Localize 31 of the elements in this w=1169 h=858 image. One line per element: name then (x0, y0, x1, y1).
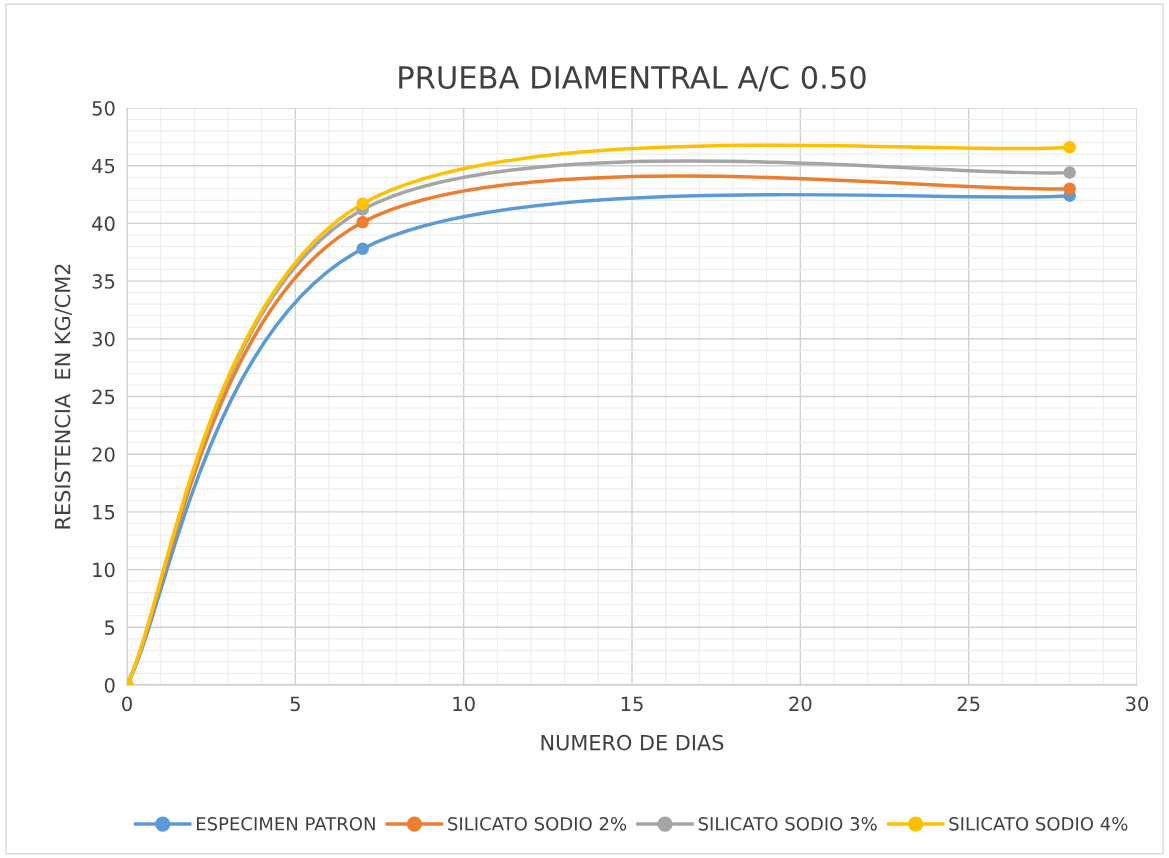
y-tick-label: 45 (92, 158, 115, 174)
point (356, 242, 369, 256)
x-tick-label: 15 (621, 696, 643, 712)
y-tick-label: 5 (105, 620, 115, 635)
y-tick-label: 10 (93, 562, 115, 578)
x-tick-label: 0 (122, 696, 132, 712)
chart-title: PRUEBA DIAMENTRAL A/C 0.50 (399, 65, 866, 92)
x-tick-label: 10 (453, 696, 475, 712)
legend-label: SILICATO SODIO 2% (448, 816, 627, 831)
legend-label: SILICATO SODIO 4% (949, 816, 1128, 831)
y-axis-title: RESISTENCIA EN KG/CM2 (54, 264, 73, 529)
y-tick-label: 30 (92, 331, 115, 347)
x-tick-label: 30 (1126, 696, 1149, 712)
x-tick-label: 25 (957, 696, 980, 712)
y-tick-label: 50 (92, 100, 115, 116)
y-tick-label: 40 (92, 216, 115, 232)
x-axis-title: NUMERO DE DIAS (541, 734, 724, 751)
point (1063, 182, 1076, 196)
x-tick-label: 20 (789, 696, 812, 712)
y-tick-label: 0 (104, 677, 115, 693)
y-tick-label: 20 (92, 447, 115, 462)
y-tick-label: 25 (92, 389, 115, 405)
point (1063, 140, 1076, 154)
point (356, 197, 369, 211)
x-tick-label: 5 (290, 696, 300, 712)
y-tick-label: 15 (93, 505, 115, 520)
legend-label: ESPECIMEN PATRON (196, 816, 375, 831)
legend-label: SILICATO SODIO 3% (698, 816, 877, 831)
y-tick-label: 35 (92, 274, 115, 289)
point (356, 215, 369, 229)
point (1063, 166, 1076, 179)
